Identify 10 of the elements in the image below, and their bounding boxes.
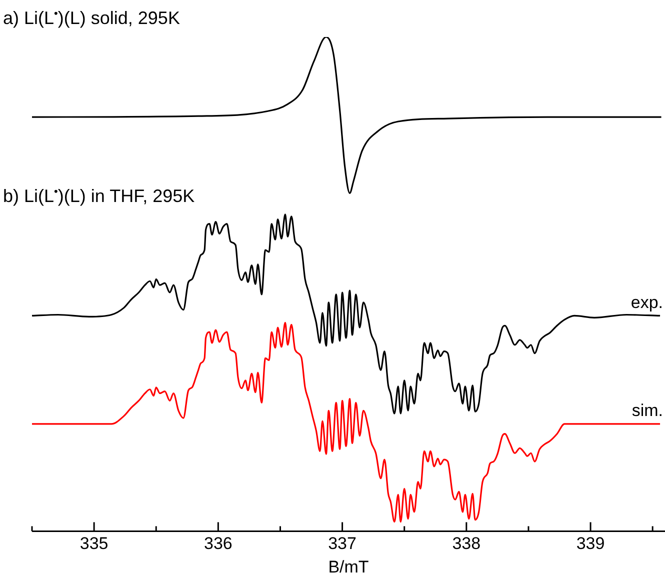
x-tick-label: 337 (328, 534, 356, 554)
x-tick-label: 339 (576, 534, 605, 554)
x-tick-label: 338 (452, 534, 481, 554)
series-label: exp. (630, 292, 663, 312)
x-tick-label: 335 (80, 534, 108, 554)
text: a) Li(L$^{•}$)(L) solid, 295K (3, 8, 180, 29)
series-label: sim. (632, 401, 663, 420)
annotation: b) Li(L$^{•}$)(L) in THF, 295K (3, 186, 195, 207)
x-axis-title: B/mT (328, 557, 369, 576)
x-tick-label: 336 (204, 534, 232, 554)
